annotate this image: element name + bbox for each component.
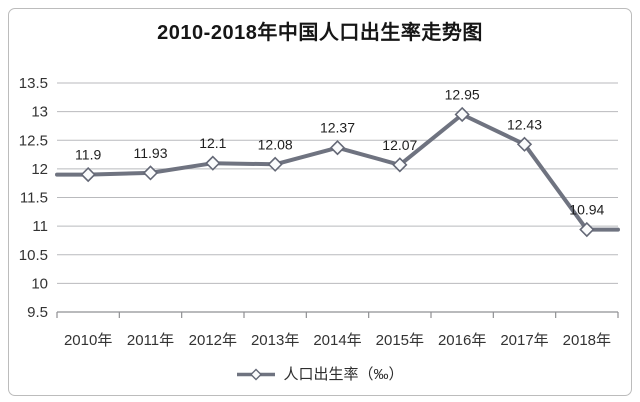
x-tick-label: 2015年 <box>376 332 424 349</box>
legend-diamond <box>250 368 263 380</box>
x-tick-label: 2017年 <box>500 332 548 349</box>
x-tick-label: 2018年 <box>563 332 611 349</box>
y-tick-label: 10.5 <box>19 247 48 264</box>
data-point-label: 12.08 <box>258 136 293 152</box>
y-tick-label: 11.5 <box>20 190 48 207</box>
data-point-label: 11.9 <box>75 147 101 163</box>
data-point-marker <box>80 166 96 183</box>
data-point-label: 12.1 <box>199 135 226 151</box>
data-point-marker <box>579 221 595 238</box>
data-point-marker <box>205 155 221 171</box>
data-point-marker <box>392 157 408 173</box>
legend-label: 人口出生率（‰） <box>283 365 404 383</box>
chart-frame <box>8 8 632 396</box>
legend-line-diamond-icon <box>237 368 276 380</box>
data-point-label: 10.94 <box>569 202 604 218</box>
data-point-marker <box>329 140 346 156</box>
y-tick-label: 12 <box>31 161 48 178</box>
x-tick-label: 2011年 <box>127 332 174 349</box>
data-point-marker <box>267 156 283 172</box>
data-point-label: 11.93 <box>134 145 168 161</box>
y-tick-label: 9.5 <box>27 304 48 321</box>
y-tick-label: 10 <box>31 275 48 292</box>
x-tick-label: 2014年 <box>313 332 361 349</box>
data-point-marker <box>516 136 533 152</box>
y-tick-label: 12.5 <box>19 132 48 149</box>
legend: 人口出生率（‰） <box>0 364 640 384</box>
data-point-label: 12.07 <box>382 137 417 153</box>
y-tick-label: 11 <box>32 218 48 235</box>
y-tick-label: 13 <box>31 104 48 121</box>
data-point-marker <box>142 165 159 181</box>
y-tick-label: 13.5 <box>19 75 48 92</box>
x-tick-label: 2012年 <box>189 332 237 349</box>
x-tick-label: 2010年 <box>64 332 112 349</box>
data-point-label: 12.95 <box>445 86 480 102</box>
x-tick-label: 2013年 <box>251 332 299 349</box>
data-point-marker <box>454 106 470 123</box>
data-point-label: 12.37 <box>320 120 355 136</box>
data-point-label: 12.43 <box>507 116 542 132</box>
x-tick-label: 2016年 <box>438 332 486 349</box>
chart-title: 2010-2018年中国人口出生率走势图 <box>157 22 483 44</box>
